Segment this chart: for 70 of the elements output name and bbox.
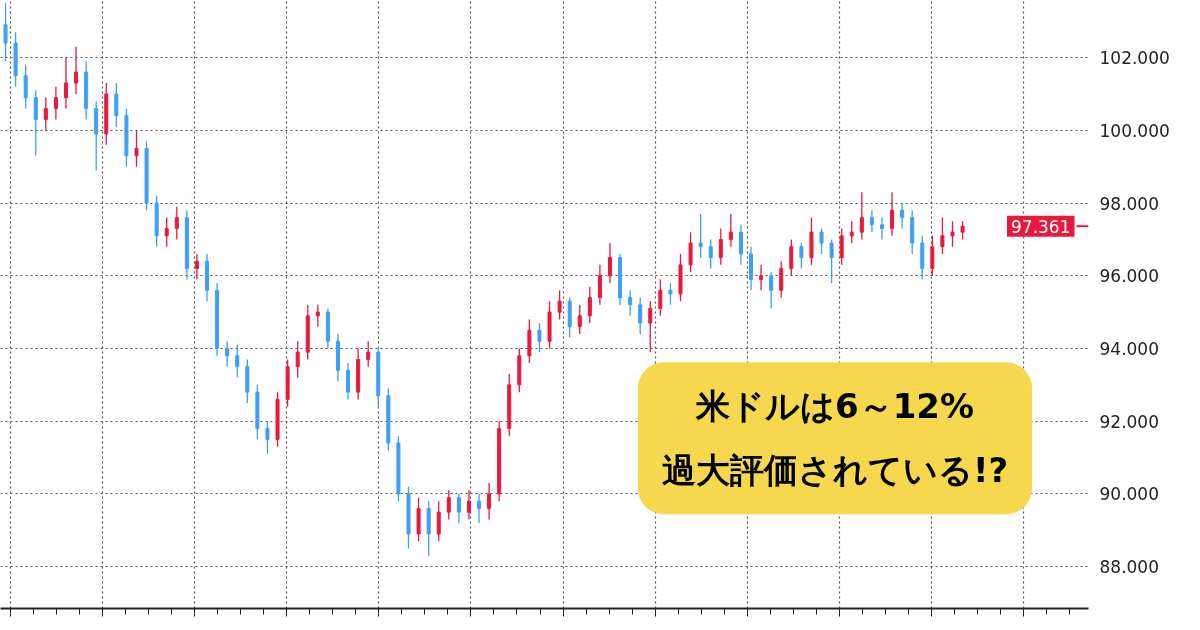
candlestick [829,238,834,284]
candlestick [789,238,794,277]
candlestick [537,322,542,353]
candlestick [164,216,169,248]
y-tick-label: 102.000 [1099,48,1170,69]
candlestick [456,493,461,524]
candlestick [587,286,592,324]
candlestick [648,300,653,353]
candlestick [446,489,451,521]
annotation: 米ドルは6～12% 過大評価されている!? [661,386,1009,491]
candlestick [658,278,663,317]
candlestick [265,420,270,455]
candlestick [718,227,723,266]
candlestick [628,289,633,317]
candlestick [940,216,945,255]
candlestick [366,340,371,368]
candlestick [63,56,68,110]
candlestick [194,253,199,281]
candlestick [819,227,824,255]
candlestick [225,340,230,368]
candlestick [557,289,562,321]
y-tick-label: 96.000 [1099,266,1159,287]
candlestick [53,86,58,121]
y-tick-label: 90.000 [1099,484,1159,505]
candlestick [466,489,471,521]
candlestick [879,216,884,241]
candlestick [114,82,119,128]
candlestick [698,213,703,259]
candlestick [235,344,240,379]
candlestick [930,235,935,277]
y-tick-label: 92.000 [1099,411,1159,432]
candlestick [23,64,28,110]
candlestick [900,202,905,230]
candlestick [950,220,955,248]
candlestick [74,46,79,95]
candlestick [728,213,733,248]
candlestick [477,493,482,524]
y-tick-label: 94.000 [1099,339,1159,359]
candlestick [315,304,320,328]
candlestick [839,227,844,266]
candlestick [43,96,48,131]
candlestick [346,362,351,401]
candlestick [577,304,582,335]
candlestick [779,260,784,299]
candlestick [597,264,602,306]
candlestick [295,340,300,379]
candlestick [890,191,895,237]
y-tick-label: 88.000 [1099,557,1159,578]
candlestick [174,206,179,241]
candlestick [869,209,874,233]
candlestick [436,500,441,542]
candlestick [668,282,673,306]
candlestick [607,242,612,284]
candlestick [960,220,965,241]
ref-line-label: 97.361 [1011,216,1071,237]
candlestick [638,296,643,335]
candlestick [134,129,139,168]
candlestick [738,224,743,266]
candlestick [33,89,38,157]
candlestick [859,191,864,241]
candlestick [487,482,492,521]
y-tick-label: 98.000 [1099,193,1159,214]
candlestick [3,2,8,62]
candlestick [708,238,713,270]
y-tick-label: 100.000 [1099,120,1170,141]
candlestick [769,271,774,310]
candlestick [688,231,693,273]
candlestick [759,264,764,291]
candlestick [799,242,804,270]
candlestick [849,220,854,244]
